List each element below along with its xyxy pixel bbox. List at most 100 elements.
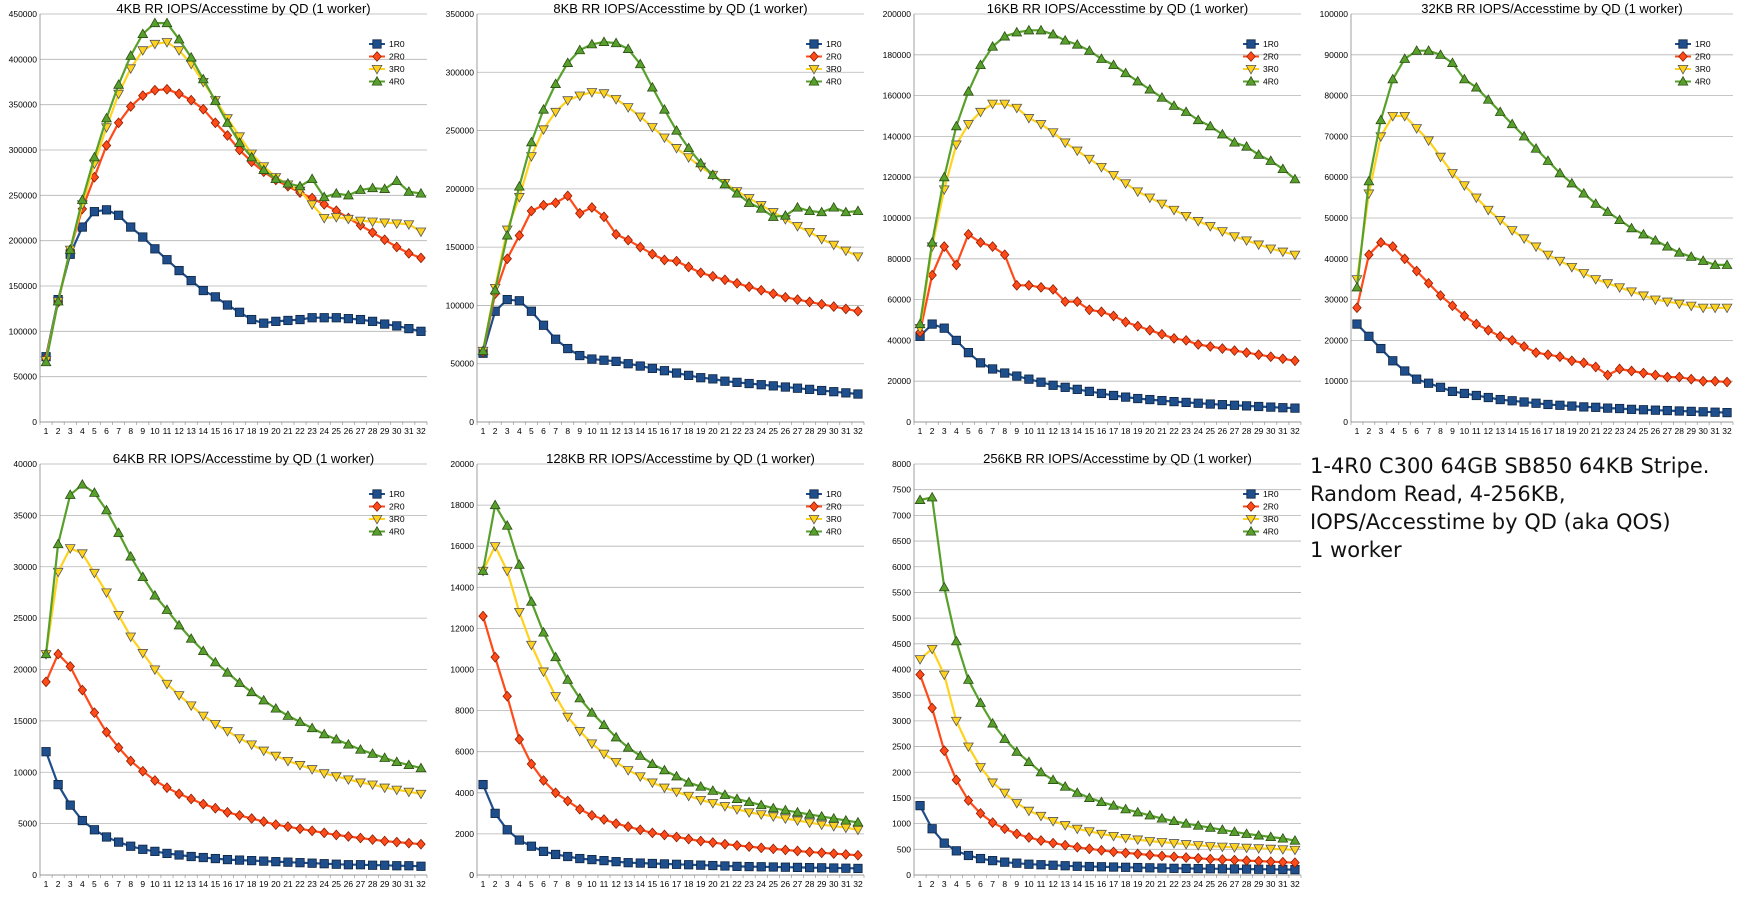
data-point xyxy=(975,59,987,69)
y-tick-label: 160000 xyxy=(883,91,912,101)
data-point xyxy=(791,816,803,827)
data-point xyxy=(1458,181,1470,191)
x-tick-label: 21 xyxy=(720,426,730,436)
data-point xyxy=(209,719,221,730)
data-point xyxy=(1169,332,1179,344)
x-tick-label: 27 xyxy=(1663,426,1673,436)
x-tick-label: 15 xyxy=(211,426,221,436)
data-point xyxy=(1494,106,1506,116)
data-point xyxy=(282,710,294,720)
data-point xyxy=(318,191,330,202)
data-point xyxy=(744,378,754,389)
data-point xyxy=(951,774,962,786)
data-point xyxy=(113,527,125,537)
y-tick-label: 0 xyxy=(32,417,37,427)
y-tick-label: 20000 xyxy=(13,665,37,675)
legend-label: 1R0 xyxy=(389,489,405,499)
data-point xyxy=(1591,402,1601,412)
data-point xyxy=(150,244,160,254)
data-point xyxy=(853,389,863,399)
data-point xyxy=(258,746,270,757)
data-point xyxy=(1289,250,1301,261)
data-point xyxy=(306,173,318,184)
x-tick-label: 20 xyxy=(708,426,718,436)
data-point xyxy=(927,702,937,714)
y-tick-label: 4000 xyxy=(455,788,474,798)
data-point xyxy=(162,782,172,794)
x-tick-label: 4 xyxy=(954,879,959,889)
data-point xyxy=(1241,347,1252,359)
data-point xyxy=(646,778,658,789)
data-point xyxy=(1662,371,1673,383)
x-tick-label: 9 xyxy=(1014,879,1019,889)
data-point xyxy=(1637,228,1649,239)
x-tick-label: 24 xyxy=(1193,879,1203,889)
data-point xyxy=(1133,320,1143,332)
data-point xyxy=(611,228,621,240)
series-1R0 xyxy=(41,747,426,871)
x-tick-label: 3 xyxy=(1378,426,1383,436)
data-point xyxy=(1168,815,1180,826)
series-1R0 xyxy=(478,779,863,874)
series-line xyxy=(1356,323,1728,414)
y-tick-label: 2500 xyxy=(892,742,911,752)
data-point xyxy=(634,58,646,69)
data-point xyxy=(76,549,88,559)
data-point xyxy=(1602,279,1614,289)
data-point xyxy=(1192,217,1204,227)
legend-marker xyxy=(1245,525,1257,536)
data-point xyxy=(671,770,683,781)
x-tick-label: 5 xyxy=(966,879,971,889)
data-point xyxy=(575,350,585,361)
data-point xyxy=(101,205,112,215)
series-4R0 xyxy=(914,24,1301,329)
data-point xyxy=(101,726,112,738)
series-3R0 xyxy=(40,38,427,366)
x-tick-label: 29 xyxy=(817,879,827,889)
data-point xyxy=(1482,205,1494,216)
data-point xyxy=(1133,862,1143,873)
data-point xyxy=(1518,234,1530,245)
legend-marker xyxy=(809,489,819,499)
data-point xyxy=(391,785,403,796)
y-tick-label: 4000 xyxy=(892,665,911,675)
data-point xyxy=(816,847,827,859)
data-point xyxy=(1277,247,1289,258)
data-point xyxy=(1435,152,1447,163)
data-point xyxy=(684,370,694,380)
data-point xyxy=(1108,171,1120,181)
x-tick-label: 26 xyxy=(344,426,354,436)
x-tick-label: 25 xyxy=(1639,426,1649,436)
data-point xyxy=(1084,386,1094,397)
legend-marker xyxy=(809,51,819,62)
data-point xyxy=(1685,301,1697,312)
legend-label: 4R0 xyxy=(826,527,842,537)
series-line xyxy=(1355,114,1727,309)
data-point xyxy=(841,388,851,398)
data-point xyxy=(1686,406,1696,416)
x-tick-label: 19 xyxy=(1133,879,1143,889)
data-point xyxy=(1614,403,1625,414)
data-point xyxy=(768,862,778,872)
x-tick-label: 31 xyxy=(1710,426,1720,436)
legend-label: 4R0 xyxy=(1263,77,1279,87)
data-point xyxy=(647,827,658,839)
y-tick-label: 5000 xyxy=(892,613,911,623)
data-point xyxy=(1011,26,1023,37)
chart-svg: 0 20000 40000 60000 80000 100000 120000 140000 1… xyxy=(883,1,1302,436)
data-point xyxy=(1156,838,1168,848)
data-point xyxy=(526,205,537,217)
data-point xyxy=(64,544,76,554)
data-point xyxy=(174,850,184,860)
data-point xyxy=(779,804,791,815)
x-tick-label: 8 xyxy=(1438,426,1443,436)
data-point xyxy=(379,783,391,794)
data-point xyxy=(319,313,329,323)
data-point xyxy=(502,825,512,835)
data-point xyxy=(623,821,633,833)
x-tick-label: 24 xyxy=(319,426,329,436)
x-tick-label: 2 xyxy=(56,426,61,436)
data-point xyxy=(379,234,390,246)
y-tick-label: 250000 xyxy=(9,190,38,200)
data-point xyxy=(987,817,998,829)
